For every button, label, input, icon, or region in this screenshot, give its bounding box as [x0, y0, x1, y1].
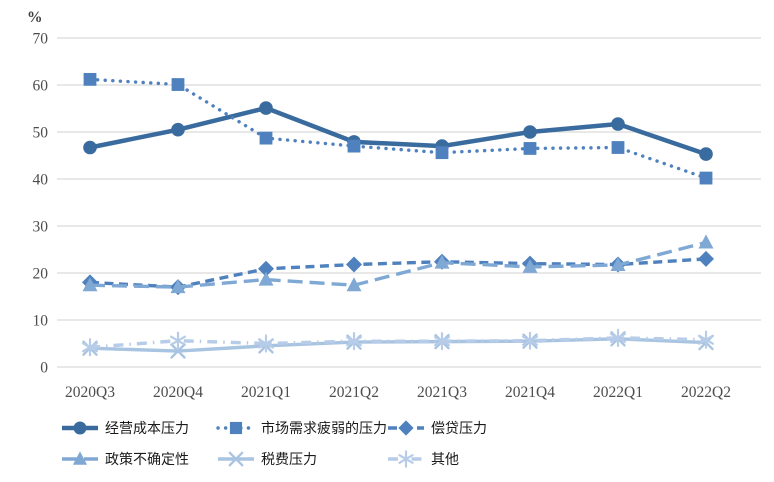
legend-item-2: 市场需求疲弱的压力 [216, 420, 387, 436]
y-tick-label: 60 [33, 78, 49, 95]
diamond-marker [698, 250, 714, 267]
series-line [89, 105, 707, 157]
asterisk-marker [81, 338, 99, 357]
asterisk-marker [398, 450, 414, 468]
triangle-marker [170, 279, 186, 294]
square-marker [523, 142, 537, 155]
x-axis-labels: 2020Q3 2020Q4 2021Q1 2021Q2 2021Q3 2021Q4 2022… [65, 384, 731, 401]
series-6 [81, 328, 715, 357]
y-tick-label: 0 [40, 360, 48, 377]
series-4 [82, 234, 714, 294]
circle-marker [611, 117, 625, 131]
diamond-marker [258, 260, 274, 277]
triangle-marker [346, 277, 362, 292]
triangle-marker [698, 234, 714, 249]
y-tick-label: 50 [33, 125, 49, 142]
triangle-marker [258, 271, 274, 286]
x-tick-label: 2021Q4 [505, 384, 555, 401]
asterisk-marker [697, 330, 715, 349]
triangle-marker [434, 254, 450, 269]
asterisk-marker [345, 332, 363, 351]
x-tick-label: 2020Q3 [65, 384, 115, 401]
legend-item-6: 其他 [388, 450, 459, 468]
x-tick-label: 2021Q2 [329, 384, 379, 401]
circle-marker [73, 421, 87, 435]
triangle-marker [522, 258, 538, 273]
square-marker [229, 421, 243, 435]
diamond-marker [398, 420, 414, 436]
x-tick-label: 2021Q1 [241, 384, 291, 401]
series-2 [83, 72, 713, 185]
square-marker [83, 72, 97, 86]
y-axis-labels: 0 10 20 30 40 50 60 70% [27, 9, 48, 377]
circle-marker [699, 147, 713, 161]
legend-label: 市场需求疲弱的压力 [261, 420, 387, 436]
y-tick-label: 70 [33, 31, 49, 48]
y-tick-label: 20 [33, 266, 49, 283]
x-marker [228, 451, 244, 467]
legend-label: 其他 [431, 451, 459, 467]
series-line [88, 77, 708, 180]
series-line [89, 336, 707, 349]
asterisk-marker [257, 334, 275, 353]
square-marker [347, 139, 361, 153]
series-line [89, 240, 707, 289]
gridlines [57, 37, 761, 368]
asterisk-marker [169, 331, 187, 350]
legend-label: 政策不确定性 [105, 451, 189, 467]
square-marker [259, 131, 273, 145]
asterisk-marker [521, 331, 539, 350]
square-marker [435, 146, 449, 160]
x-tick-label: 2020Q4 [153, 384, 203, 401]
y-tick-label: 40 [33, 172, 49, 189]
asterisk-marker [433, 332, 451, 351]
legend-label: 偿贷压力 [431, 420, 487, 436]
circle-marker [171, 122, 185, 137]
legend-item-3: 偿贷压力 [388, 420, 487, 436]
diamond-marker [346, 256, 362, 273]
legend-item-4: 政策不确定性 [62, 451, 189, 467]
square-marker [699, 171, 713, 185]
legend-label: 经营成本压力 [105, 420, 189, 436]
y-axis-unit-label: % [27, 9, 43, 26]
legend-item-1: 经营成本压力 [62, 420, 189, 436]
square-marker [611, 141, 625, 154]
circle-marker [259, 101, 273, 115]
circle-marker [523, 125, 537, 139]
square-marker [171, 78, 185, 91]
triangle-marker [610, 257, 626, 272]
y-tick-label: 10 [33, 313, 49, 330]
triangle-marker [72, 451, 88, 465]
x-marker [170, 343, 186, 359]
x-tick-label: 2022Q2 [681, 384, 731, 401]
legend-label: 税费压力 [261, 451, 317, 467]
triangle-marker [82, 277, 98, 292]
x-tick-label: 2022Q1 [593, 384, 643, 401]
legend-item-5: 税费压力 [218, 451, 317, 467]
asterisk-marker [609, 328, 627, 347]
x-tick-label: 2021Q3 [417, 384, 467, 401]
series-1 [83, 101, 713, 161]
y-tick-label: 30 [33, 219, 49, 236]
circle-marker [83, 140, 97, 155]
